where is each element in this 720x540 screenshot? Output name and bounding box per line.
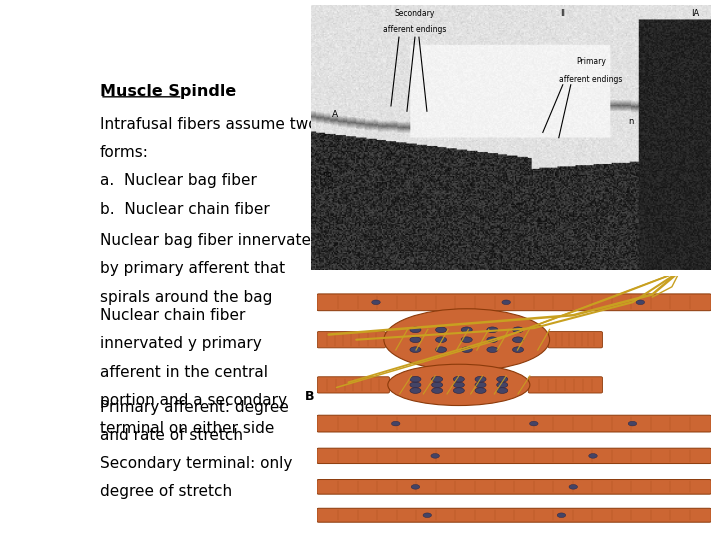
Ellipse shape <box>487 327 498 333</box>
Text: portion and a secondary: portion and a secondary <box>100 393 287 408</box>
Ellipse shape <box>410 337 421 342</box>
Ellipse shape <box>557 513 566 517</box>
Ellipse shape <box>636 300 644 305</box>
Text: b.  Nuclear chain fiber: b. Nuclear chain fiber <box>100 201 270 217</box>
Ellipse shape <box>392 421 400 426</box>
Ellipse shape <box>487 347 498 353</box>
FancyBboxPatch shape <box>318 332 385 348</box>
Text: Secondary: Secondary <box>395 9 435 18</box>
Ellipse shape <box>411 484 420 489</box>
Ellipse shape <box>497 376 508 382</box>
Text: by primary afferent that: by primary afferent that <box>100 261 285 276</box>
Ellipse shape <box>462 347 472 353</box>
Ellipse shape <box>529 421 538 426</box>
Ellipse shape <box>589 454 598 458</box>
Ellipse shape <box>475 382 486 388</box>
Ellipse shape <box>454 388 464 394</box>
Text: terminal on either side: terminal on either side <box>100 421 274 436</box>
Text: n: n <box>628 118 634 126</box>
Ellipse shape <box>410 376 421 382</box>
Text: a.  Nuclear bag fiber: a. Nuclear bag fiber <box>100 173 257 188</box>
Ellipse shape <box>475 388 486 394</box>
Text: Muscle Spindle: Muscle Spindle <box>100 84 236 98</box>
Ellipse shape <box>497 382 508 388</box>
Ellipse shape <box>513 327 523 333</box>
Ellipse shape <box>384 309 549 370</box>
Ellipse shape <box>410 347 421 353</box>
Ellipse shape <box>487 337 498 342</box>
Text: forms:: forms: <box>100 145 149 160</box>
Text: B: B <box>305 390 315 403</box>
Ellipse shape <box>410 327 421 333</box>
Text: innervated y primary: innervated y primary <box>100 336 262 352</box>
Ellipse shape <box>628 421 636 426</box>
Ellipse shape <box>454 376 464 382</box>
Text: afferent endings: afferent endings <box>383 25 446 34</box>
Text: Primary afferent: degree: Primary afferent: degree <box>100 400 289 415</box>
Text: Nuclear bag fiber innervated: Nuclear bag fiber innervated <box>100 233 321 248</box>
FancyBboxPatch shape <box>317 508 711 522</box>
Ellipse shape <box>431 388 443 394</box>
Text: Nuclear chain fiber: Nuclear chain fiber <box>100 308 246 323</box>
Ellipse shape <box>372 300 380 305</box>
Ellipse shape <box>436 327 446 333</box>
Text: II: II <box>560 9 565 18</box>
Text: afferent endings: afferent endings <box>559 75 623 84</box>
Ellipse shape <box>431 376 443 382</box>
FancyBboxPatch shape <box>528 377 603 393</box>
Ellipse shape <box>462 327 472 333</box>
Text: Secondary terminal: only: Secondary terminal: only <box>100 456 292 471</box>
FancyBboxPatch shape <box>548 332 603 348</box>
Ellipse shape <box>388 364 530 406</box>
Ellipse shape <box>497 388 508 394</box>
Ellipse shape <box>502 300 510 305</box>
Text: Intrafusal fibers assume two: Intrafusal fibers assume two <box>100 117 318 132</box>
Text: nb: nb <box>322 171 332 179</box>
Ellipse shape <box>569 484 577 489</box>
FancyBboxPatch shape <box>317 448 711 463</box>
Ellipse shape <box>436 347 446 353</box>
Ellipse shape <box>431 382 443 388</box>
Ellipse shape <box>462 337 472 342</box>
FancyBboxPatch shape <box>317 415 711 432</box>
Ellipse shape <box>513 337 523 342</box>
Ellipse shape <box>431 454 439 458</box>
FancyBboxPatch shape <box>317 480 711 494</box>
Ellipse shape <box>423 513 431 517</box>
Text: degree of stretch: degree of stretch <box>100 484 232 500</box>
Text: afferent in the central: afferent in the central <box>100 364 268 380</box>
FancyBboxPatch shape <box>317 294 711 310</box>
Text: IA: IA <box>690 9 699 18</box>
Ellipse shape <box>513 347 523 353</box>
Text: Primary: Primary <box>576 57 606 66</box>
Text: A: A <box>332 110 338 119</box>
Ellipse shape <box>410 388 421 394</box>
Ellipse shape <box>475 376 486 382</box>
Ellipse shape <box>410 382 421 388</box>
Ellipse shape <box>436 337 446 342</box>
Ellipse shape <box>454 382 464 388</box>
FancyBboxPatch shape <box>318 377 390 393</box>
Text: and rate of stretch: and rate of stretch <box>100 428 243 443</box>
Text: spirals around the bag: spirals around the bag <box>100 290 272 305</box>
